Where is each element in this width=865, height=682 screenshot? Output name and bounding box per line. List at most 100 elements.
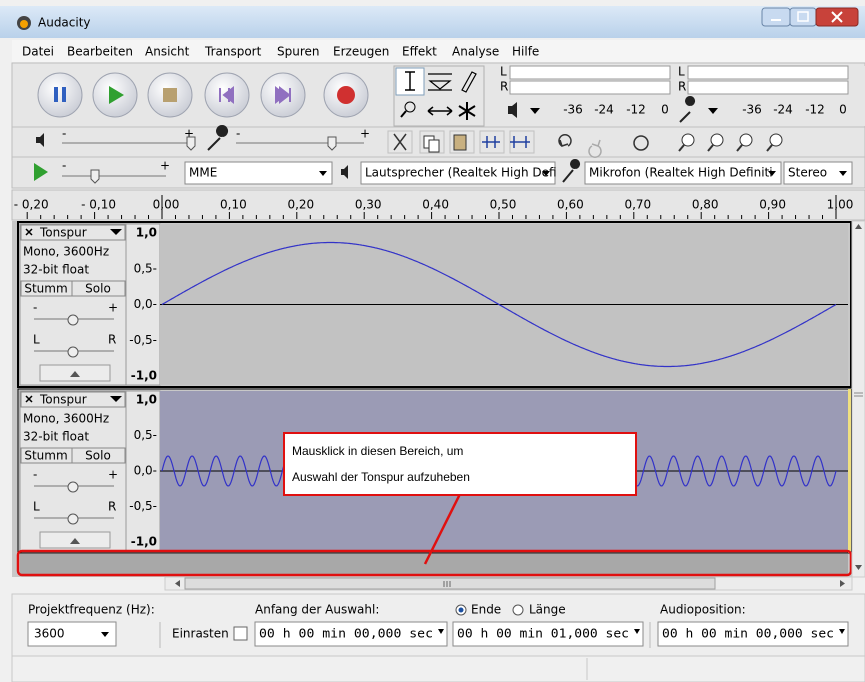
output-select[interactable]: [360, 161, 556, 185]
input-select[interactable]: [584, 161, 782, 185]
menu-item[interactable]: Analyse: [452, 45, 499, 59]
snap-checkbox[interactable]: [233, 626, 248, 641]
speaker-icon: [341, 165, 348, 179]
channels-select-arrow: [839, 171, 847, 176]
highlight-frame: [16, 549, 853, 577]
position-label: Audioposition:: [660, 603, 746, 617]
vertical-ruler: [125, 223, 161, 386]
solo-label[interactable]: Solo: [85, 282, 111, 296]
minimize-button[interactable]: [761, 7, 791, 27]
sync-icon[interactable]: [633, 135, 649, 151]
time-format-arrow: [839, 629, 845, 634]
input-select-arrow: [768, 171, 776, 176]
track-format: 32-bit float: [23, 430, 89, 444]
zoom-button[interactable]: [710, 133, 724, 147]
track-name[interactable]: Tonspur: [39, 226, 87, 240]
stop-icon: [163, 88, 177, 102]
menu-item[interactable]: Erzeugen: [333, 45, 389, 59]
meter-dropdown[interactable]: [708, 108, 718, 114]
play-at-speed[interactable]: [34, 163, 48, 181]
maximize-button[interactable]: [789, 7, 817, 27]
silence-icon: [510, 136, 530, 148]
menu-item[interactable]: Spuren: [277, 45, 320, 59]
slider-mark: +: [184, 127, 194, 141]
vertical-scrollbar[interactable]: [851, 220, 865, 578]
host-select-arrow: [319, 171, 327, 176]
menu-item[interactable]: Bearbeiten: [67, 45, 133, 59]
track-close[interactable]: [25, 228, 33, 236]
channels-select[interactable]: [783, 161, 853, 185]
gain-thumb[interactable]: [67, 481, 79, 493]
meter-dropdown[interactable]: [530, 108, 540, 114]
length-radio[interactable]: [512, 604, 524, 616]
skip-start-icon: [219, 85, 234, 105]
pause-bar: [54, 87, 58, 102]
slider-thumb[interactable]: [327, 136, 337, 151]
record-meter: [687, 65, 849, 80]
transport-button[interactable]: [37, 72, 83, 118]
envelope-tool[interactable]: [428, 73, 452, 91]
pan-thumb[interactable]: [67, 346, 79, 358]
ruler-label: 1,0: [136, 226, 157, 240]
mute-label[interactable]: Stumm: [24, 449, 67, 463]
timeline-label: 0,00: [153, 198, 180, 212]
track-selected-border: [848, 389, 851, 553]
ruler-label: 0,5-: [134, 428, 157, 442]
time-field[interactable]: [254, 621, 448, 647]
pan-mark: R: [108, 333, 116, 347]
track-format: Mono, 3600Hz: [23, 245, 109, 259]
redo-icon[interactable]: [588, 139, 602, 158]
scroll-down: [855, 565, 862, 570]
zoom-button[interactable]: [769, 133, 783, 147]
meter-scale: -36: [563, 103, 583, 117]
time-field[interactable]: [657, 621, 849, 647]
status-bar: [11, 655, 865, 682]
timeline-label: - 0,10: [81, 198, 116, 212]
menu-item[interactable]: Ansicht: [145, 45, 190, 59]
menu-item[interactable]: Effekt: [402, 45, 437, 59]
slider-thumb[interactable]: [186, 136, 196, 151]
app-icon-inner: [20, 20, 28, 28]
rate-value: 3600: [34, 627, 65, 641]
host-select[interactable]: [184, 161, 333, 185]
draw-tool[interactable]: [461, 71, 477, 93]
track-name-button[interactable]: [20, 224, 126, 241]
pan-thumb[interactable]: [67, 513, 79, 525]
length-option[interactable]: Länge: [529, 603, 566, 617]
timeline-label: - 0,20: [14, 198, 49, 212]
rate-label: Projektfrequenz (Hz):: [28, 603, 155, 617]
trim-icon: [482, 136, 500, 148]
solo-button[interactable]: [71, 447, 126, 464]
menu-item[interactable]: Transport: [204, 45, 262, 59]
menu-item[interactable]: Datei: [22, 45, 54, 59]
slider-mark: +: [160, 159, 170, 173]
zoom-button[interactable]: [681, 133, 695, 147]
zoom-handle: [400, 110, 407, 118]
speaker-icon: [36, 133, 44, 147]
ruler-label: -1,0: [131, 369, 157, 383]
gain-thumb[interactable]: [67, 314, 79, 326]
track-close[interactable]: [25, 395, 33, 403]
track-info[interactable]: [19, 223, 127, 386]
gain-mark: -: [33, 301, 37, 315]
menu-item[interactable]: Hilfe: [512, 45, 539, 59]
timeshift-tool[interactable]: [427, 106, 453, 116]
track-name[interactable]: Tonspur: [39, 393, 87, 407]
slider-thumb[interactable]: [90, 169, 100, 184]
rate-select[interactable]: [27, 621, 117, 647]
mute-label[interactable]: Stumm: [24, 282, 67, 296]
end-option[interactable]: Ende: [471, 603, 501, 617]
time-field[interactable]: [452, 621, 644, 647]
track-name-button[interactable]: [20, 391, 126, 408]
undo-icon[interactable]: [558, 134, 572, 147]
pause-bar: [62, 87, 66, 102]
ruler-label: 0,5-: [134, 261, 157, 275]
zoom-button[interactable]: [739, 133, 753, 147]
meter-scale: -12: [626, 103, 646, 117]
zoom-handle: [707, 144, 714, 152]
zoom-tool[interactable]: [404, 101, 416, 113]
solo-button[interactable]: [71, 280, 126, 297]
multi-tool[interactable]: [458, 102, 476, 120]
solo-label[interactable]: Solo: [85, 449, 111, 463]
